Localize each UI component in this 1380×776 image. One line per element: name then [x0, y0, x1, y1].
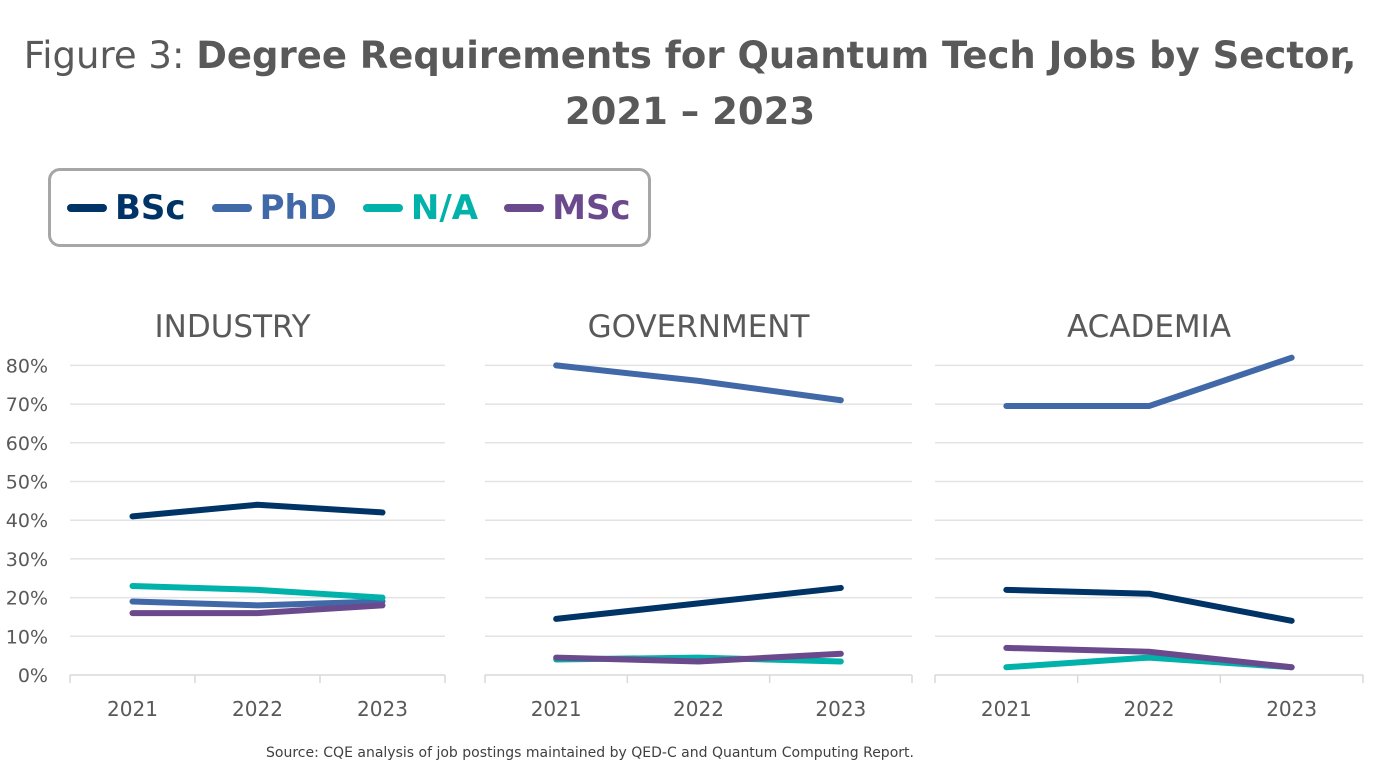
legend-label: BSc [115, 187, 186, 228]
series-line-phd [129, 598, 386, 609]
x-tick-label: 2022 [673, 697, 724, 721]
x-tick-label: 2023 [815, 697, 866, 721]
panel-title: ACADEMIA [1067, 309, 1231, 345]
legend-swatch [504, 203, 545, 212]
x-tick-label: 2021 [981, 697, 1032, 721]
legend-item-phd: PhD [211, 187, 337, 228]
series-line-phd [1003, 354, 1295, 410]
legend-label: PhD [259, 187, 337, 228]
y-tick-label: 70% [6, 394, 48, 416]
series-line-phd [553, 362, 844, 404]
x-tick-label: 2022 [1124, 697, 1175, 721]
series-line-bsc [1003, 586, 1295, 624]
series-line-msc [1003, 644, 1295, 671]
y-tick-label: 50% [6, 472, 48, 494]
legend: BSc PhD N/A MSc [48, 168, 651, 247]
series-line-msc [129, 602, 386, 617]
title-years: 2021 – 2023 [564, 90, 816, 133]
legend-item-bsc: BSc [67, 188, 186, 228]
legend-item-na: N/A [362, 187, 479, 228]
x-tick-label: 2021 [531, 697, 582, 721]
series-line-msc [553, 650, 844, 665]
legend-swatch [362, 203, 403, 212]
title-main: Degree Requirements for Quantum Tech Job… [196, 34, 1357, 77]
y-tick-label: 30% [6, 549, 48, 571]
x-tick-label: 2021 [107, 697, 158, 721]
y-tick-label: 10% [6, 626, 48, 648]
y-tick-label: 60% [6, 433, 48, 455]
panel-title: INDUSTRY [155, 309, 311, 345]
series-line-na [129, 582, 386, 601]
x-tick-label: 2023 [1266, 697, 1317, 721]
panel-title: GOVERNMENT [588, 309, 811, 345]
series-line-bsc [129, 501, 386, 520]
title-prefix: Figure 3: [23, 34, 197, 77]
series-line-bsc [553, 584, 844, 622]
chart-title: Figure 3: Degree Requirements for Quantu… [0, 28, 1380, 140]
legend-swatch [67, 203, 107, 212]
y-tick-label: 20% [6, 588, 48, 610]
legend-label: N/A [410, 187, 479, 228]
y-tick-label: 80% [6, 355, 48, 377]
x-tick-label: 2023 [357, 697, 408, 721]
source-note: Source: CQE analysis of job postings mai… [266, 745, 914, 761]
x-tick-label: 2022 [232, 697, 283, 721]
legend-item-msc: MSc [504, 187, 631, 228]
y-tick-label: 40% [6, 510, 48, 532]
y-tick-label: 0% [18, 665, 48, 687]
legend-swatch [211, 203, 252, 212]
legend-label: MSc [552, 187, 631, 228]
